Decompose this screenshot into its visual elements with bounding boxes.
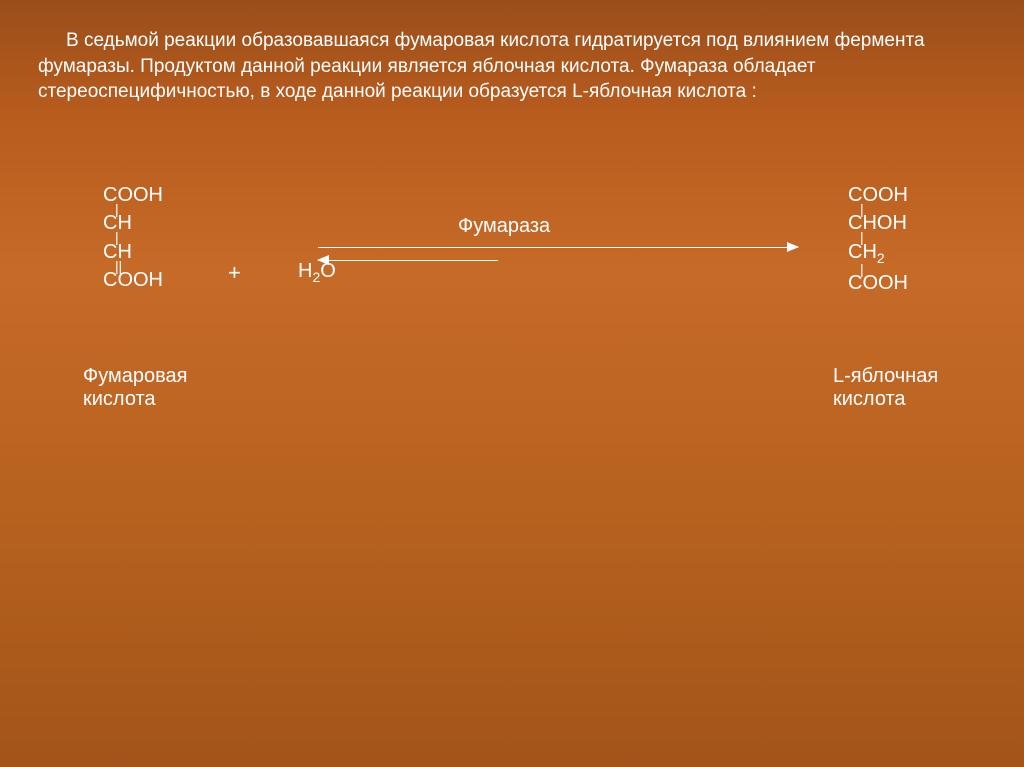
formula-line: COOH <box>848 272 908 294</box>
reaction-arrows <box>318 247 798 261</box>
formula-line: CH2 <box>848 241 885 263</box>
formula-line: COOH <box>103 184 163 206</box>
malic-acid-label: L-яблочнаякислота <box>833 365 938 411</box>
fumaric-acid-formula: COOH | CH | CH | | COOH <box>103 185 163 290</box>
formula-line: CHOH <box>848 212 907 234</box>
malic-acid-formula: COOH | CHOH | CH2 | COOH <box>848 185 908 293</box>
forward-arrow <box>318 247 798 248</box>
reaction-diagram: COOH | CH | CH | | COOH Фумароваякислота… <box>38 185 986 535</box>
reverse-arrow <box>318 260 498 261</box>
plus-sign: + <box>228 260 241 286</box>
formula-line: COOH <box>103 269 163 291</box>
fumaric-acid-label: Фумароваякислота <box>83 365 187 411</box>
formula-line: COOH <box>848 184 908 206</box>
intro-paragraph: В седьмой реакции образовавшаяся фумаров… <box>38 28 986 105</box>
enzyme-label: Фумараза <box>458 215 550 238</box>
